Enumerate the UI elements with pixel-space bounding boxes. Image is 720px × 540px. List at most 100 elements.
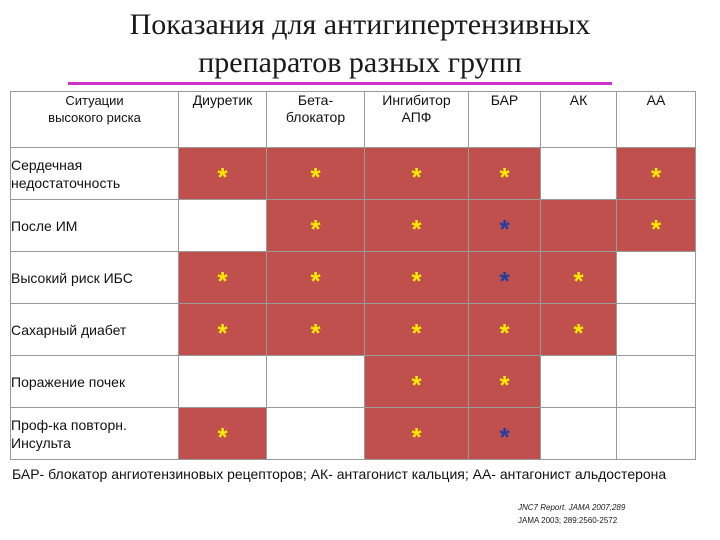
table-cell: * [266,147,365,200]
indication-star: * [499,317,510,348]
indication-star: * [650,161,662,192]
reference-2: JAMA 2003; 289:2560-2572 [518,516,618,525]
indication-star: * [499,161,510,192]
table-cell: * [468,147,541,200]
table-cell: * [364,355,469,408]
table-cell: * [178,251,267,304]
header-line: АК [569,92,588,108]
header-situations: Ситуации высокого риска [10,91,179,148]
indication-star: * [310,317,321,348]
indication-star: * [217,265,228,296]
header-line: Бета- [297,92,334,108]
indications-table: Ситуации высокого риска Диуретик Бета-бло… [10,91,696,460]
header-line: Ингибитор [382,92,451,108]
abbreviations-footnote: БАР- блокатор ангиотензиновых рецепторов… [12,466,667,482]
table-row: Высокий риск ИБС * * * * * [10,251,696,304]
indication-star: * [411,161,422,192]
table-cell: * [468,407,541,460]
indication-star: * [411,265,422,296]
row-label-line: Сахарный диабет [11,321,127,338]
header-line: Ситуации [65,93,124,108]
table-cell [540,407,617,460]
table-cell: * [540,251,617,304]
title-underline [68,82,612,85]
row-label: Поражение почек [10,355,179,408]
table-row: После ИМ * * * * [10,199,696,252]
indication-star: * [411,369,422,400]
table-header-row: Ситуации высокого риска Диуретик Бета-бло… [10,91,696,148]
table-cell: * [364,303,469,356]
table-cell: * [266,303,365,356]
table-cell [266,355,365,408]
column-header: БАР [468,91,541,148]
table-cell [616,303,696,356]
column-header: АК [540,91,617,148]
indication-star: * [310,161,321,192]
table-cell: * [364,407,469,460]
indication-star: * [650,213,662,244]
table-cell: * [616,147,696,200]
table-cell: * [178,407,267,460]
indication-star: * [217,317,228,348]
indication-star: * [411,317,422,348]
table-cell [266,407,365,460]
table-cell [178,355,267,408]
table-cell: * [540,303,617,356]
table-cell [616,407,696,460]
table-cell: * [266,199,365,252]
table-cell: * [468,251,541,304]
indication-star: * [310,265,321,296]
table-row: Поражение почек * * [10,355,696,408]
title-line-2: препаратов разных групп [198,46,522,79]
header-line: АА [646,92,666,108]
table-cell: * [468,355,541,408]
table-cell: * [178,147,267,200]
table-cell [616,251,696,304]
indication-star: * [310,213,321,244]
indication-star: * [217,161,228,192]
row-label-line: Поражение почек [11,373,126,390]
row-label-line: Инсульта [11,434,71,451]
indication-star: * [411,213,422,244]
table-cell: * [616,199,696,252]
row-label-line: Сердечная [11,156,83,173]
header-line: АПФ [401,109,432,125]
row-label-line: Высокий риск ИБС [11,269,133,286]
indication-star: * [499,369,510,400]
indication-star: * [217,421,228,452]
header-line: блокатор [285,109,346,125]
table-cell [178,199,267,252]
indication-star: * [411,421,422,452]
header-line: Диуретик [192,92,253,108]
header-line: БАР [490,92,519,108]
table-cell [540,147,617,200]
table-cell: * [364,199,469,252]
row-label: Высокий риск ИБС [10,251,179,304]
indication-star: * [499,213,510,244]
title-line-1: Показания для антигипертензивных [129,8,591,41]
column-header: АА [616,91,696,148]
row-label: После ИМ [10,199,179,252]
row-label: Сахарный диабет [10,303,179,356]
table-cell [540,199,617,252]
row-label: Проф-ка повторн. Инсульта [10,407,179,460]
row-label: Сердечная недостаточность [10,147,179,200]
table-cell [540,355,617,408]
table-row: Проф-ка повторн. Инсульта * * * [10,407,696,460]
reference-1: JNC7 Report. JAMA 2007;289 [518,503,626,512]
table-cell: * [364,251,469,304]
table-cell: * [468,199,541,252]
indication-star: * [499,421,510,452]
indication-star: * [499,265,510,296]
column-header: Ингибитор АПФ [364,91,469,148]
table-row: Сердечная недостаточность * * * * * [10,147,696,200]
column-header: Диуретик [178,91,267,148]
table-cell [616,355,696,408]
header-line: высокого риска [48,110,141,125]
row-label-line: Проф-ка повторн. [11,416,127,433]
table-cell: * [178,303,267,356]
row-label-line: После ИМ [11,217,78,234]
row-label-line: недостаточность [11,174,121,191]
table-cell: * [468,303,541,356]
indication-star: * [573,265,584,296]
